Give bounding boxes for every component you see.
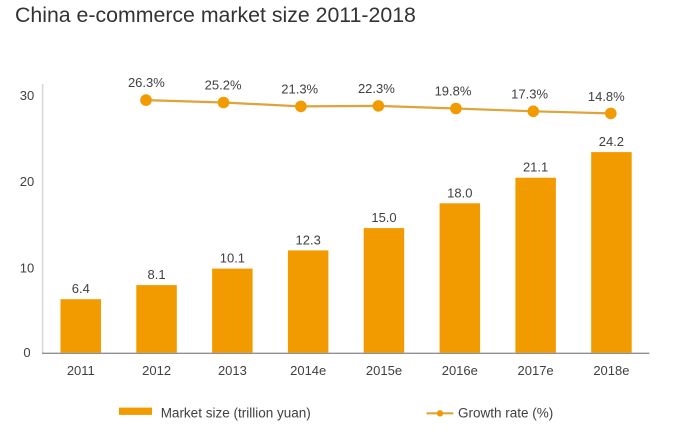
svg-text:2017e: 2017e: [518, 363, 554, 378]
svg-text:8.1: 8.1: [148, 267, 166, 282]
svg-text:18.0: 18.0: [447, 185, 472, 200]
svg-text:10.1: 10.1: [220, 251, 245, 266]
svg-text:0: 0: [23, 345, 30, 360]
svg-text:15.0: 15.0: [371, 210, 396, 225]
svg-text:2013: 2013: [218, 363, 247, 378]
svg-text:12.3: 12.3: [296, 232, 321, 247]
svg-text:Growth rate (%): Growth rate (%): [458, 406, 553, 421]
svg-text:20: 20: [20, 174, 34, 189]
svg-text:China e-commerce market size 2: China e-commerce market size 2011-2018: [15, 3, 416, 27]
svg-text:22.3%: 22.3%: [358, 81, 395, 96]
svg-text:2012: 2012: [142, 363, 171, 378]
svg-text:26.3%: 26.3%: [128, 75, 165, 90]
svg-text:2016e: 2016e: [442, 363, 478, 378]
svg-text:21.1: 21.1: [523, 160, 548, 175]
svg-text:2011: 2011: [67, 363, 95, 378]
svg-text:24.2: 24.2: [599, 134, 624, 149]
svg-text:17.3%: 17.3%: [511, 86, 548, 101]
svg-text:25.2%: 25.2%: [205, 78, 242, 93]
svg-text:10: 10: [20, 260, 34, 275]
svg-text:30: 30: [20, 88, 34, 103]
svg-text:19.8%: 19.8%: [435, 84, 472, 99]
svg-text:Market size (trillion yuan): Market size (trillion yuan): [161, 406, 311, 421]
svg-text:2018e: 2018e: [593, 363, 629, 378]
svg-text:6.4: 6.4: [72, 281, 90, 296]
svg-text:21.3%: 21.3%: [281, 81, 318, 96]
svg-text:14.8%: 14.8%: [588, 89, 625, 104]
svg-text:2015e: 2015e: [366, 363, 402, 378]
svg-text:2014e: 2014e: [290, 363, 326, 378]
